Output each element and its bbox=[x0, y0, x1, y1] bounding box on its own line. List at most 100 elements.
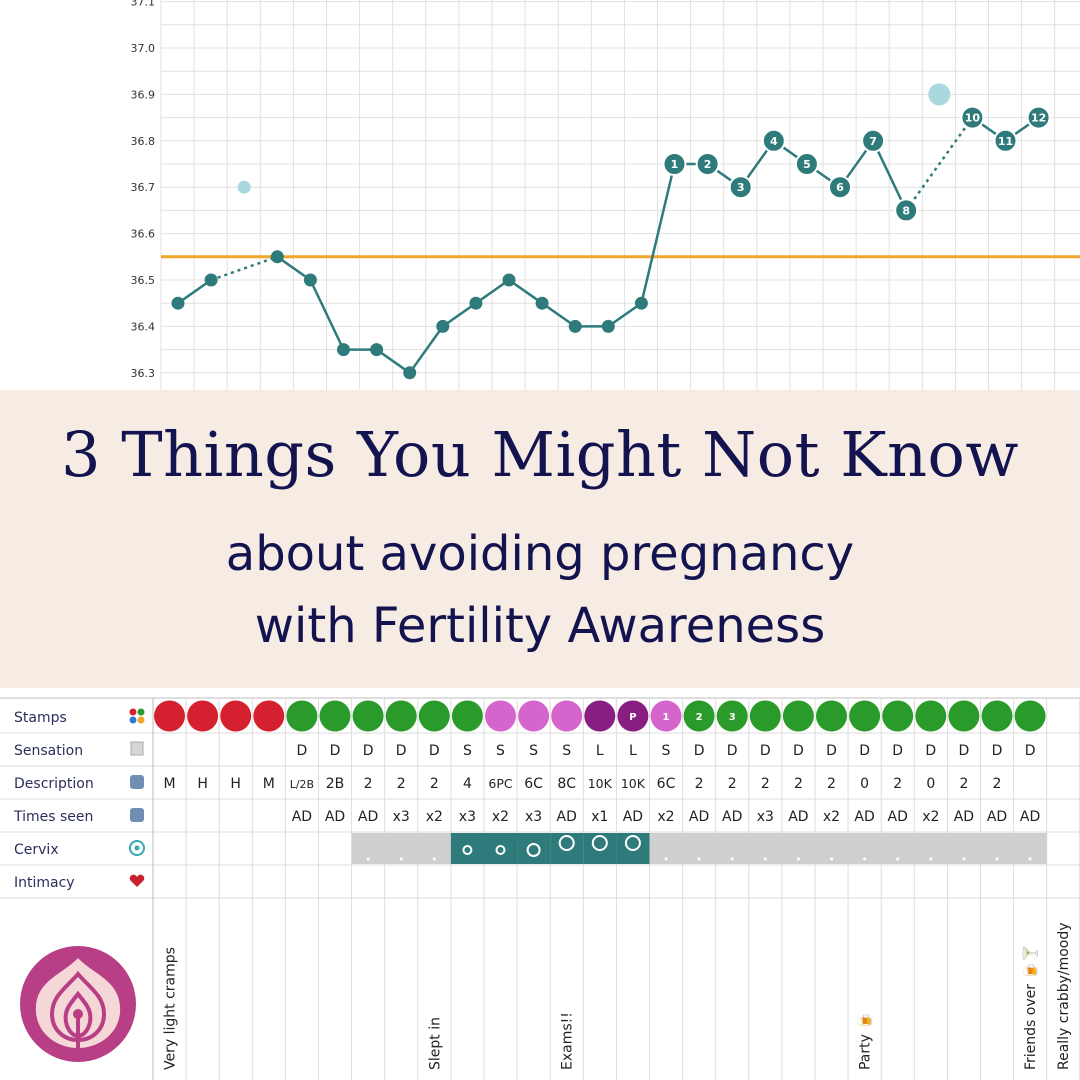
logo-petal bbox=[35, 958, 121, 1048]
sensation-cell: D bbox=[694, 743, 705, 759]
title-line-2: about avoiding pregnancy bbox=[225, 526, 855, 582]
times-seen-cell: AD bbox=[987, 809, 1007, 825]
stamp bbox=[418, 700, 450, 732]
description-cell: 10K bbox=[621, 776, 646, 791]
stamp bbox=[782, 700, 814, 732]
data-point bbox=[502, 273, 516, 287]
y-tick-label: 36.4 bbox=[131, 320, 156, 333]
description-cell: 2 bbox=[827, 776, 836, 792]
note-text: Slept in bbox=[427, 1017, 443, 1070]
line-segment bbox=[276, 255, 312, 282]
cervix-dot bbox=[697, 857, 701, 861]
times-seen-cell: x2 bbox=[492, 809, 509, 825]
times-seen-cell: AD bbox=[954, 809, 974, 825]
y-tick-label: 37.0 bbox=[131, 42, 156, 55]
cervix-ring bbox=[591, 835, 608, 851]
target-ring bbox=[129, 840, 145, 856]
sensation-cell: S bbox=[463, 743, 472, 759]
flower-petal bbox=[137, 708, 145, 716]
times-seen-cell: AD bbox=[722, 809, 742, 825]
abcd-icon bbox=[130, 775, 144, 789]
cervix-dot bbox=[929, 857, 933, 861]
times-seen-cell: AD bbox=[358, 809, 378, 825]
times-seen-cell: AD bbox=[888, 809, 908, 825]
row-labels: Stamps Sensation Description Times seen Cerv… bbox=[13, 708, 145, 891]
stamp bbox=[1014, 700, 1046, 732]
line-segment bbox=[309, 279, 345, 351]
description-cell: 2 bbox=[695, 776, 704, 792]
description-cell: 0 bbox=[926, 776, 935, 792]
stamp bbox=[816, 700, 847, 732]
data-point bbox=[171, 296, 185, 310]
excluded-point bbox=[928, 83, 951, 106]
times-seen-cell: AD bbox=[557, 809, 577, 825]
sensation-cell: D bbox=[925, 743, 936, 759]
stamp bbox=[385, 700, 417, 732]
observation-table: Stamps Sensation Description Times seen Cerv… bbox=[0, 697, 1080, 1080]
stamp bbox=[716, 700, 748, 732]
data-point bbox=[303, 273, 317, 287]
description-cell: 2 bbox=[959, 776, 968, 792]
cervix-dot bbox=[730, 857, 734, 861]
data-point bbox=[601, 319, 615, 333]
data-point bbox=[469, 296, 483, 310]
line-segment bbox=[475, 278, 510, 305]
y-tick-label: 36.7 bbox=[131, 181, 156, 194]
title-line-3: with Fertility Awareness bbox=[254, 598, 826, 654]
data-point bbox=[270, 250, 284, 264]
description-cell: 10K bbox=[588, 776, 613, 791]
line-segment bbox=[375, 348, 411, 374]
row-label: Sensation bbox=[14, 743, 83, 759]
y-tick-label: 36.9 bbox=[131, 88, 156, 101]
sensation-cell: S bbox=[562, 743, 571, 759]
sensation-cell: D bbox=[727, 743, 738, 759]
data-point bbox=[794, 152, 819, 176]
times-seen-cell: x2 bbox=[823, 809, 840, 825]
times-seen-cell: AD bbox=[623, 809, 643, 825]
line-segment bbox=[408, 325, 444, 374]
times-seen-cell: AD bbox=[292, 809, 312, 825]
description-cell: 4 bbox=[463, 776, 472, 792]
cervix-ring bbox=[558, 835, 575, 851]
data-point bbox=[695, 152, 720, 176]
description-cell: 2 bbox=[397, 776, 406, 792]
times-seen-cell: AD bbox=[854, 809, 874, 825]
flower-petal bbox=[129, 716, 137, 724]
stamp bbox=[485, 700, 516, 732]
cervix-dot bbox=[962, 857, 966, 861]
cervix-dot bbox=[399, 857, 403, 861]
cervix-dot bbox=[796, 857, 800, 861]
table-grid bbox=[0, 697, 1080, 1080]
data-point bbox=[403, 366, 417, 380]
cervix-ring bbox=[526, 843, 541, 857]
calendar-icon bbox=[130, 808, 144, 822]
sensation-cell: D bbox=[892, 743, 903, 759]
temperature-chart: 37.137.036.936.836.736.636.536.436.3 1 23… bbox=[131, 0, 1080, 390]
sensation-cell: D bbox=[859, 743, 870, 759]
line-segment bbox=[871, 140, 908, 211]
data-point bbox=[960, 105, 985, 130]
description-cell: H bbox=[197, 776, 208, 792]
point-label: 8 bbox=[902, 204, 910, 217]
sensation-cell: D bbox=[330, 743, 341, 759]
stamp bbox=[981, 700, 1013, 732]
stamp bbox=[749, 700, 781, 732]
sensation-cell: D bbox=[396, 743, 407, 759]
note-text: Party 🍺 bbox=[856, 1012, 874, 1070]
data-point bbox=[535, 296, 549, 310]
point-label: 7 bbox=[869, 135, 877, 148]
data-point bbox=[436, 319, 450, 333]
description-cell: H bbox=[230, 776, 241, 792]
description-cell: 2 bbox=[794, 776, 803, 792]
line-segment bbox=[607, 302, 643, 328]
sensation-cell: D bbox=[1025, 743, 1036, 759]
description-cell: 2 bbox=[993, 776, 1002, 792]
point-label: 10 bbox=[965, 112, 981, 125]
cervix-dot bbox=[432, 857, 436, 861]
cervix-dot bbox=[763, 857, 767, 861]
data-point bbox=[728, 175, 753, 200]
cervix-ring bbox=[624, 835, 641, 851]
line-segment bbox=[905, 116, 974, 212]
cervix-dot bbox=[896, 857, 900, 861]
